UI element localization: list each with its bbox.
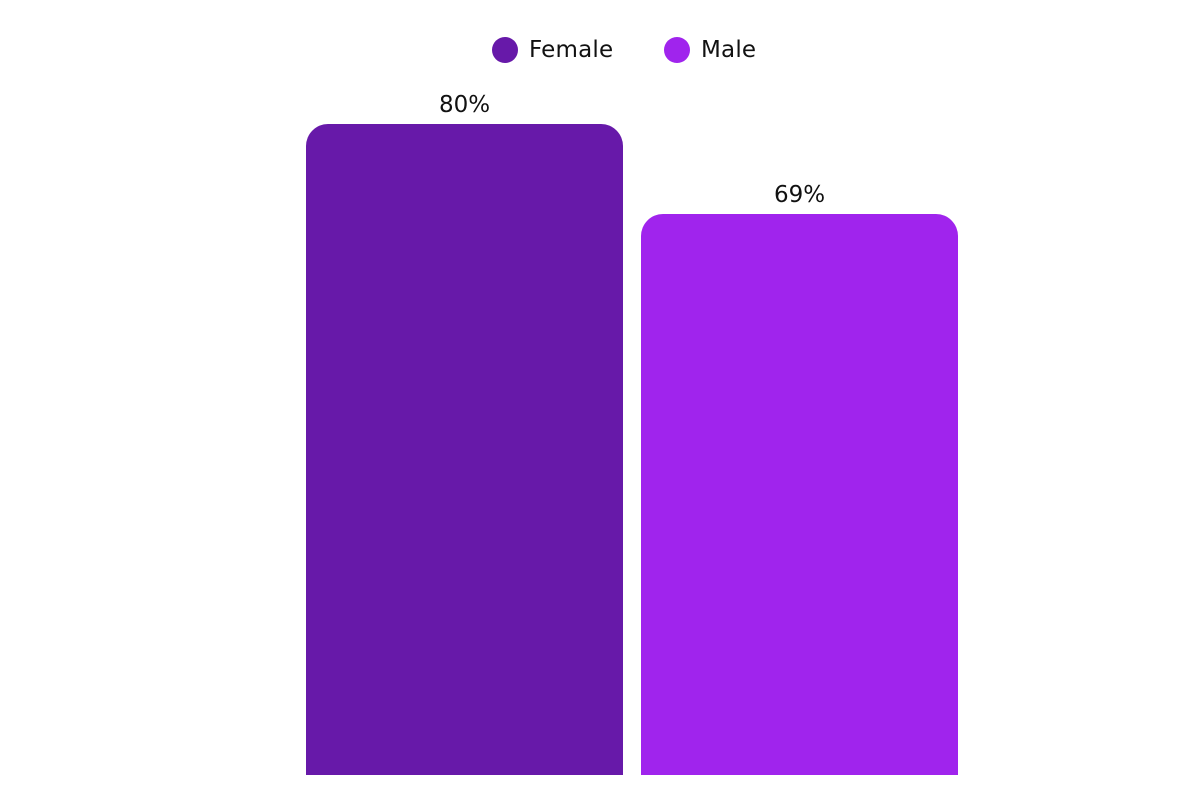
chart-legend: Female Male bbox=[0, 34, 1200, 66]
legend-swatch-male-icon bbox=[664, 37, 690, 63]
bar-female[interactable] bbox=[306, 124, 623, 775]
bar-value-label-male: 69% bbox=[773, 181, 826, 208]
legend-item-male[interactable]: Male bbox=[664, 34, 756, 66]
legend-label-male: Male bbox=[701, 37, 757, 63]
legend-item-female[interactable]: Female bbox=[492, 34, 613, 66]
legend-label-female: Female bbox=[529, 37, 614, 63]
bar-male[interactable] bbox=[641, 213, 958, 775]
bar-value-label-female: 80% bbox=[438, 92, 491, 118]
legend-swatch-female-icon bbox=[492, 37, 518, 63]
